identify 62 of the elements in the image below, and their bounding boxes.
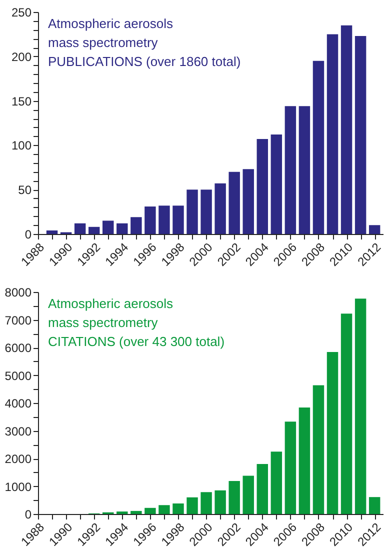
- y-tick-label: 7000: [4, 313, 32, 328]
- bar: [256, 138, 268, 234]
- bar: [214, 183, 226, 234]
- bar: [130, 510, 142, 514]
- bar: [312, 385, 324, 514]
- bar: [200, 492, 212, 514]
- annotation: CITATIONS (over 43 300 total): [48, 334, 225, 349]
- y-tick-label: 200: [11, 50, 32, 64]
- bar: [354, 36, 366, 234]
- bar: [340, 25, 352, 234]
- bar: [340, 314, 352, 514]
- bar: [172, 206, 184, 234]
- bar: [102, 220, 114, 234]
- y-tick-label: 4000: [4, 396, 32, 410]
- annotation: mass spectrometry: [48, 315, 158, 330]
- bar: [144, 206, 156, 234]
- bar: [270, 452, 282, 514]
- annotation: PUBLICATIONS (over 1860 total): [48, 54, 241, 69]
- bar: [186, 190, 198, 234]
- bar: [46, 230, 58, 234]
- bar: [242, 169, 254, 234]
- bar: [88, 226, 100, 234]
- y-tick-label: 8000: [4, 286, 32, 300]
- bar: [228, 480, 240, 514]
- bar: [354, 298, 366, 514]
- y-tick-label: 5000: [4, 368, 32, 383]
- y-tick-label: 0: [24, 228, 32, 242]
- bar: [368, 497, 380, 514]
- bar: [214, 490, 226, 514]
- y-tick-label: 0: [24, 508, 32, 522]
- bar: [130, 217, 142, 234]
- bar: [242, 476, 254, 514]
- bar: [368, 225, 380, 234]
- bar: [270, 134, 282, 234]
- bar: [74, 223, 86, 234]
- y-tick-label: 100: [11, 138, 32, 153]
- bar: [312, 60, 324, 234]
- bar: [326, 34, 338, 234]
- y-tick-label: 250: [11, 6, 32, 20]
- y-tick-label: 2000: [4, 452, 32, 466]
- bar: [116, 223, 128, 234]
- bar: [200, 190, 212, 234]
- bar: [158, 505, 170, 514]
- bar: [256, 464, 268, 514]
- y-tick-label: 150: [11, 94, 32, 108]
- bar: [284, 422, 296, 514]
- bar: [284, 106, 296, 234]
- bar: [186, 497, 198, 514]
- y-tick-label: 1000: [4, 480, 32, 494]
- y-tick-label: 50: [18, 183, 32, 198]
- annotation: Atmospheric aerosols: [48, 296, 174, 311]
- bar: [298, 106, 310, 234]
- bar: [298, 407, 310, 514]
- bar: [158, 206, 170, 234]
- bar: [172, 503, 184, 514]
- bar: [326, 352, 338, 514]
- bar: [144, 508, 156, 514]
- y-tick-label: 3000: [4, 424, 32, 438]
- annotation: mass spectrometry: [48, 35, 158, 50]
- annotation: Atmospheric aerosols: [48, 16, 174, 31]
- bar: [228, 172, 240, 234]
- y-tick-label: 6000: [4, 341, 32, 355]
